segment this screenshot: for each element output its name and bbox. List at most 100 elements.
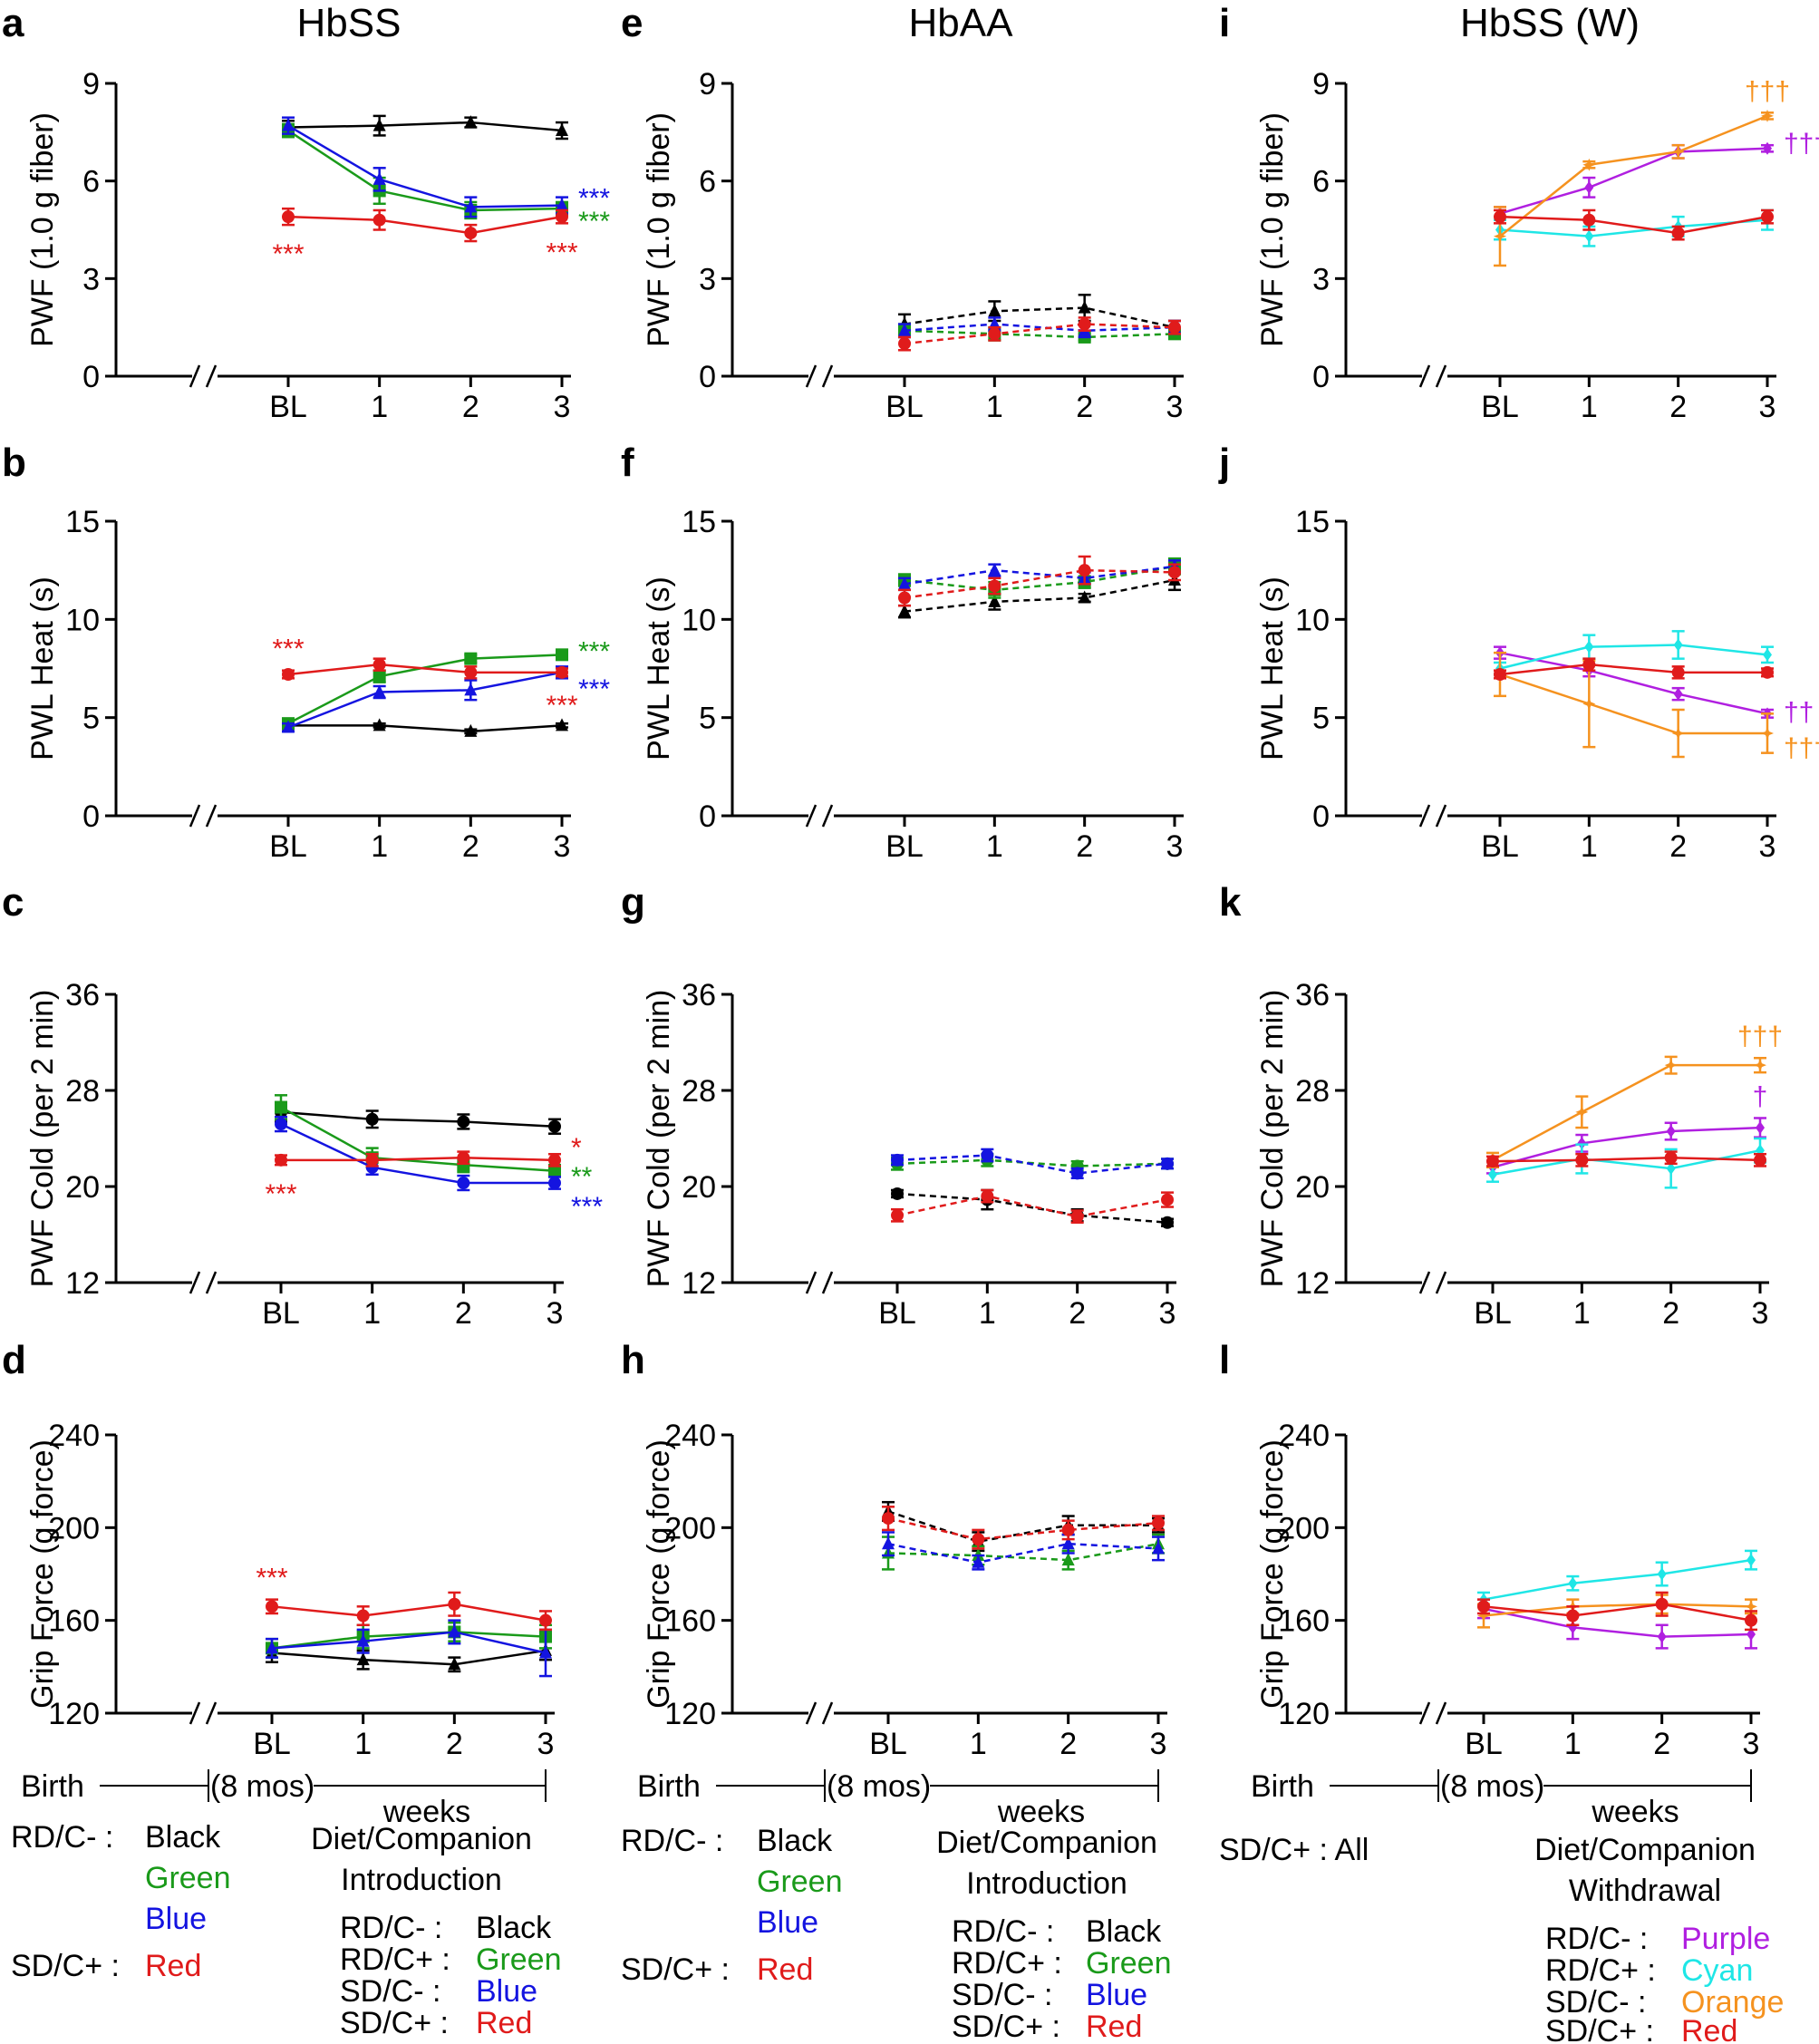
legend-row-label: SD/C- :: [952, 1978, 1052, 2012]
series-line-RD/C-: [887, 1510, 1158, 1543]
legend-row-value: Green: [1086, 1946, 1172, 1981]
legend-row-label: SD/C- :: [340, 1974, 440, 2009]
series-line-SD/C+: [904, 323, 1176, 345]
panel-letter: b: [2, 441, 26, 485]
data-point: [1152, 1541, 1165, 1555]
legend-header-2: Withdrawal: [1569, 1874, 1721, 1908]
significance-marker: ***: [272, 239, 304, 269]
series-line-RD/C-: [280, 1110, 556, 1128]
data-point: [548, 1153, 561, 1167]
x-tick-label: BL: [1481, 829, 1519, 864]
data-point: [1754, 1153, 1766, 1167]
series-line-RD/C+: [287, 654, 563, 725]
x-tick-label: 1: [371, 829, 388, 864]
y-tick-label: 28: [1295, 1074, 1330, 1109]
x-tick-label: 1: [1581, 390, 1598, 424]
x-tick-label: BL: [269, 390, 307, 424]
legend-row-label: RD/C- :: [340, 1911, 442, 1945]
significance-marker: ***: [578, 674, 610, 704]
data-point: [373, 684, 386, 698]
axis-break-mark: [189, 804, 201, 828]
panel-letter: d: [2, 1338, 26, 1382]
series-line-SD/C-: [1492, 1063, 1760, 1161]
data-point: [1763, 648, 1772, 662]
significance-marker: ***: [272, 635, 304, 664]
data-point: [1673, 638, 1683, 652]
data-point: [1655, 1597, 1669, 1611]
series-line-SD/C-: [287, 124, 563, 208]
panel-letter: k: [1219, 880, 1242, 925]
axis-break-mark: [205, 1701, 218, 1725]
y-axis-label: PWF Cold (per 2 min): [25, 990, 60, 1288]
legend-row-label: SD/C- :: [1545, 1985, 1646, 2020]
x-tick-label: 2: [1653, 1727, 1670, 1761]
series-line-SD/C+: [887, 1516, 1159, 1541]
x-tick-label: 2: [1069, 1296, 1086, 1331]
x-tick-label: 2: [462, 390, 479, 424]
series-line-SD/C+: [1499, 215, 1768, 235]
y-tick-label: 0: [1312, 360, 1330, 394]
data-point: [891, 1208, 904, 1222]
data-point: [1575, 1153, 1589, 1167]
data-point: [988, 579, 1001, 593]
data-point: [1584, 229, 1594, 243]
series-line-RD/C-: [1499, 651, 1768, 715]
data-point: [356, 1652, 370, 1666]
x-tick-label: 1: [979, 1296, 996, 1331]
legend-row-value: Purple: [1681, 1922, 1770, 1956]
x-tick-label: BL: [869, 1727, 907, 1761]
y-axis-label: Grip Force (g force): [25, 1439, 60, 1709]
data-point: [1664, 1151, 1678, 1165]
data-point: [1477, 1600, 1490, 1613]
series-line-SD/C+: [281, 1156, 556, 1162]
significance-marker: ††: [1784, 697, 1814, 727]
y-tick-label: 3: [82, 262, 100, 296]
data-point: [1078, 300, 1091, 314]
significance-marker: †††: [1784, 733, 1819, 763]
data-point: [898, 576, 911, 590]
significance-marker: †††: [1737, 1022, 1783, 1051]
data-point: [988, 563, 1001, 576]
y-tick-label: 20: [65, 1170, 100, 1205]
data-point: [1061, 1553, 1075, 1566]
axis-break-mark: [1435, 804, 1447, 828]
legend-header-1: Diet/Companion: [936, 1826, 1157, 1860]
axis-break-mark: [1418, 804, 1431, 828]
legend-row-value: Blue: [476, 1974, 537, 2009]
data-point: [1745, 1600, 1757, 1613]
data-point: [266, 1641, 278, 1654]
y-tick-label: 10: [682, 603, 716, 637]
data-point: [464, 227, 478, 240]
col-title-hbss: HbSS: [297, 1, 402, 45]
panel-letter: c: [2, 880, 24, 925]
data-point: [1673, 687, 1683, 701]
series-line-RD/C-: [287, 121, 563, 132]
data-point: [373, 118, 386, 131]
data-point: [448, 1624, 461, 1638]
series-line-SD/C-: [287, 671, 563, 729]
data-point: [988, 594, 1001, 607]
y-tick-label: 28: [65, 1074, 100, 1109]
legend-color-red: Red: [145, 1949, 201, 1983]
series-line-SD/C+: [287, 215, 563, 235]
data-point: [1671, 145, 1685, 159]
x-tick-label: 1: [986, 390, 1003, 424]
data-point: [457, 1151, 470, 1165]
data-point: [988, 304, 1001, 317]
data-point: [1168, 321, 1181, 334]
legend-color-blue: Blue: [145, 1902, 207, 1936]
y-tick-label: 3: [1312, 262, 1330, 296]
y-tick-label: 12: [65, 1266, 100, 1301]
data-point: [356, 1633, 370, 1647]
series-line-SD/C+: [896, 1195, 1168, 1218]
legend-row-label: SD/C+ :: [952, 2010, 1060, 2044]
series-line-SD/C+: [1483, 1603, 1752, 1622]
x-tick-label: 2: [1669, 829, 1687, 864]
y-tick-label: 9: [1312, 67, 1330, 102]
data-point: [1763, 141, 1772, 155]
data-point: [1161, 1216, 1174, 1229]
data-point: [1666, 1162, 1676, 1176]
legend-row-value: Red: [476, 2006, 532, 2040]
